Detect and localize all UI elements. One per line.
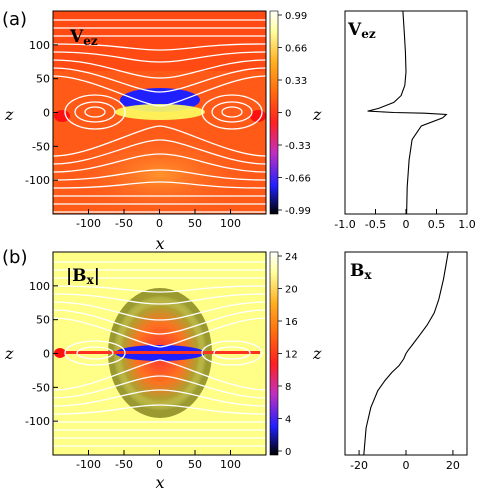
colorbar-tick-label: 0.99 — [285, 11, 307, 22]
heatmap-b-ylabel: z — [4, 344, 14, 363]
profile-a-line — [367, 10, 448, 215]
y-tick-label: -100 — [25, 415, 50, 428]
colorbar-tick-label: 0.33 — [285, 76, 307, 87]
y-tick-label: -50 — [32, 140, 50, 153]
colorbar-tick-label: -0.33 — [285, 141, 311, 152]
colorbar-b — [269, 251, 279, 456]
profile-a-ylabel: z — [312, 105, 322, 124]
x-tick-label: 0 — [403, 459, 410, 472]
y-tick-label: 100 — [29, 39, 50, 52]
heatmap-b-xlabel: x — [155, 473, 164, 491]
field-lines-b — [53, 261, 266, 447]
panel-a-profile: Vez -1.0 -0.5 0 0.5 1.0 z — [312, 10, 476, 231]
panel-a-heatmap: (a) — [2, 9, 311, 253]
colorbar-tick-label: 8 — [285, 382, 291, 393]
y-tick-label: -50 — [32, 381, 50, 394]
heatmap-a-xlabel: x — [155, 234, 164, 253]
colorbar-tick-label: -0.99 — [285, 206, 311, 217]
colorbar-tick-label: -0.66 — [285, 174, 311, 185]
y-tick-label: 50 — [36, 73, 50, 86]
y-tick-label: 0 — [43, 348, 50, 361]
profile-a-ticks: -1.0 -0.5 0 0.5 1.0 — [334, 209, 476, 231]
x-tick-label: 0 — [156, 458, 163, 471]
x-tick-label: -50 — [115, 458, 133, 471]
x-tick-label: 0.5 — [428, 218, 446, 231]
colorbar-tick-label: 0.66 — [285, 44, 307, 55]
x-tick-label: 20 — [446, 459, 460, 472]
x-tick-label: 0 — [156, 217, 163, 230]
y-tick-label: -100 — [25, 174, 50, 187]
y-tick-label: 50 — [36, 314, 50, 327]
panel-b-profile: Bx -20 0 20 z — [312, 251, 468, 472]
colorbar-b-ticks: 24 20 16 12 8 4 0 — [278, 252, 298, 458]
x-tick-label: 0 — [403, 218, 410, 231]
x-tick-label: 50 — [188, 217, 202, 230]
profile-b-ticks: -20 0 20 — [350, 450, 460, 472]
colorbar-tick-label: 4 — [285, 415, 291, 426]
panel-b-heatmap: (b) |Bx| — [2, 247, 298, 491]
y-tick-label: 100 — [29, 280, 50, 293]
heatmap-a-ticks: -100 -50 0 50 100 100 50 0 -50 -100 — [25, 39, 241, 230]
x-tick-label: -1.0 — [334, 218, 355, 231]
colorbar-a — [269, 10, 279, 215]
profile-b-ylabel: z — [312, 344, 322, 363]
x-tick-label: -100 — [76, 458, 101, 471]
x-tick-label: 50 — [188, 458, 202, 471]
x-tick-label: 100 — [220, 458, 241, 471]
heatmap-a-title: Vez — [69, 27, 98, 48]
y-tick-label: 0 — [43, 107, 50, 120]
x-tick-label: -50 — [115, 217, 133, 230]
profile-b-title: Bx — [350, 261, 372, 282]
x-tick-label: -20 — [350, 459, 368, 472]
colorbar-tick-label: 24 — [285, 252, 298, 263]
colorbar-tick-label: 12 — [285, 350, 298, 361]
colorbar-a-ticks: 0.99 0.66 0.33 0 -0.33 -0.66 -0.99 — [278, 11, 311, 217]
profile-b-line — [363, 251, 449, 456]
heatmap-a-ylabel: z — [4, 105, 14, 124]
colorbar-tick-label: 0 — [285, 109, 291, 120]
panel-label-b: (b) — [2, 247, 27, 268]
profile-a-title: Vez — [347, 20, 376, 41]
colorbar-tick-label: 0 — [285, 447, 291, 458]
x-tick-label: -0.5 — [365, 218, 386, 231]
x-tick-label: 100 — [220, 217, 241, 230]
panel-label-a: (a) — [2, 9, 27, 30]
x-tick-label: -100 — [76, 217, 101, 230]
colorbar-tick-label: 20 — [285, 285, 298, 296]
x-tick-label: 1.0 — [458, 218, 476, 231]
heatmap-b-ticks: -100 -50 0 50 100 100 50 0 -50 -100 — [25, 280, 241, 471]
heatmap-b-title: |Bx| — [66, 266, 100, 287]
colorbar-tick-label: 16 — [285, 317, 298, 328]
